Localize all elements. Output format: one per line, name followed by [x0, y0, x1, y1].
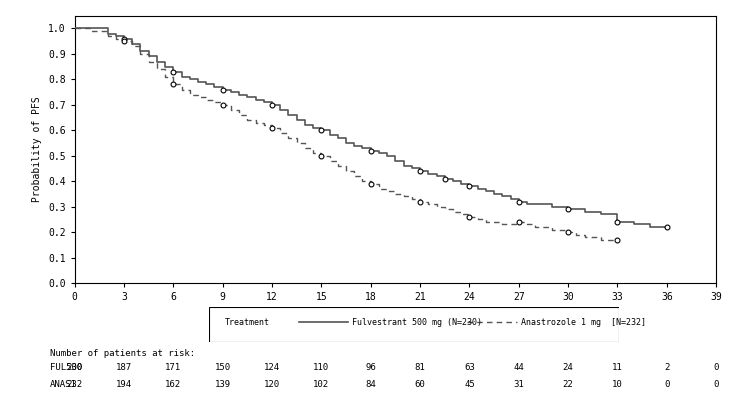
- Text: 2: 2: [664, 363, 669, 372]
- Text: Anastrozole 1 mg  [N=232]: Anastrozole 1 mg [N=232]: [521, 318, 646, 327]
- Text: 171: 171: [166, 363, 181, 372]
- Text: Number of patients at risk:: Number of patients at risk:: [50, 349, 195, 358]
- Text: 11: 11: [612, 363, 623, 372]
- Text: ANAS1: ANAS1: [50, 380, 77, 389]
- Text: 0: 0: [713, 363, 719, 372]
- Text: 84: 84: [366, 380, 376, 389]
- Text: 0: 0: [664, 380, 669, 389]
- Text: 232: 232: [66, 380, 83, 389]
- Text: 194: 194: [116, 380, 132, 389]
- Text: 110: 110: [313, 363, 330, 372]
- Text: 124: 124: [264, 363, 280, 372]
- Text: 120: 120: [264, 380, 280, 389]
- Text: 10: 10: [612, 380, 623, 389]
- Text: 96: 96: [366, 363, 376, 372]
- Text: Fulvestrant 500 mg (N=230): Fulvestrant 500 mg (N=230): [353, 318, 483, 327]
- Text: FUL500: FUL500: [50, 363, 82, 372]
- Text: Treatment: Treatment: [225, 318, 270, 327]
- Text: 63: 63: [464, 363, 474, 372]
- Text: 24: 24: [562, 363, 574, 372]
- Text: 187: 187: [116, 363, 132, 372]
- Text: 139: 139: [215, 380, 231, 389]
- Text: 44: 44: [513, 363, 524, 372]
- Text: 162: 162: [166, 380, 181, 389]
- Text: 0: 0: [713, 380, 719, 389]
- X-axis label: Time from randomisation (months): Time from randomisation (months): [301, 308, 489, 318]
- Text: 60: 60: [415, 380, 425, 389]
- Text: 31: 31: [513, 380, 524, 389]
- Text: 81: 81: [415, 363, 425, 372]
- Y-axis label: Probability of PFS: Probability of PFS: [32, 96, 43, 202]
- Text: 22: 22: [562, 380, 574, 389]
- Text: 102: 102: [313, 380, 330, 389]
- Text: 230: 230: [66, 363, 83, 372]
- FancyBboxPatch shape: [209, 307, 619, 342]
- Text: 45: 45: [464, 380, 474, 389]
- Text: 150: 150: [215, 363, 231, 372]
